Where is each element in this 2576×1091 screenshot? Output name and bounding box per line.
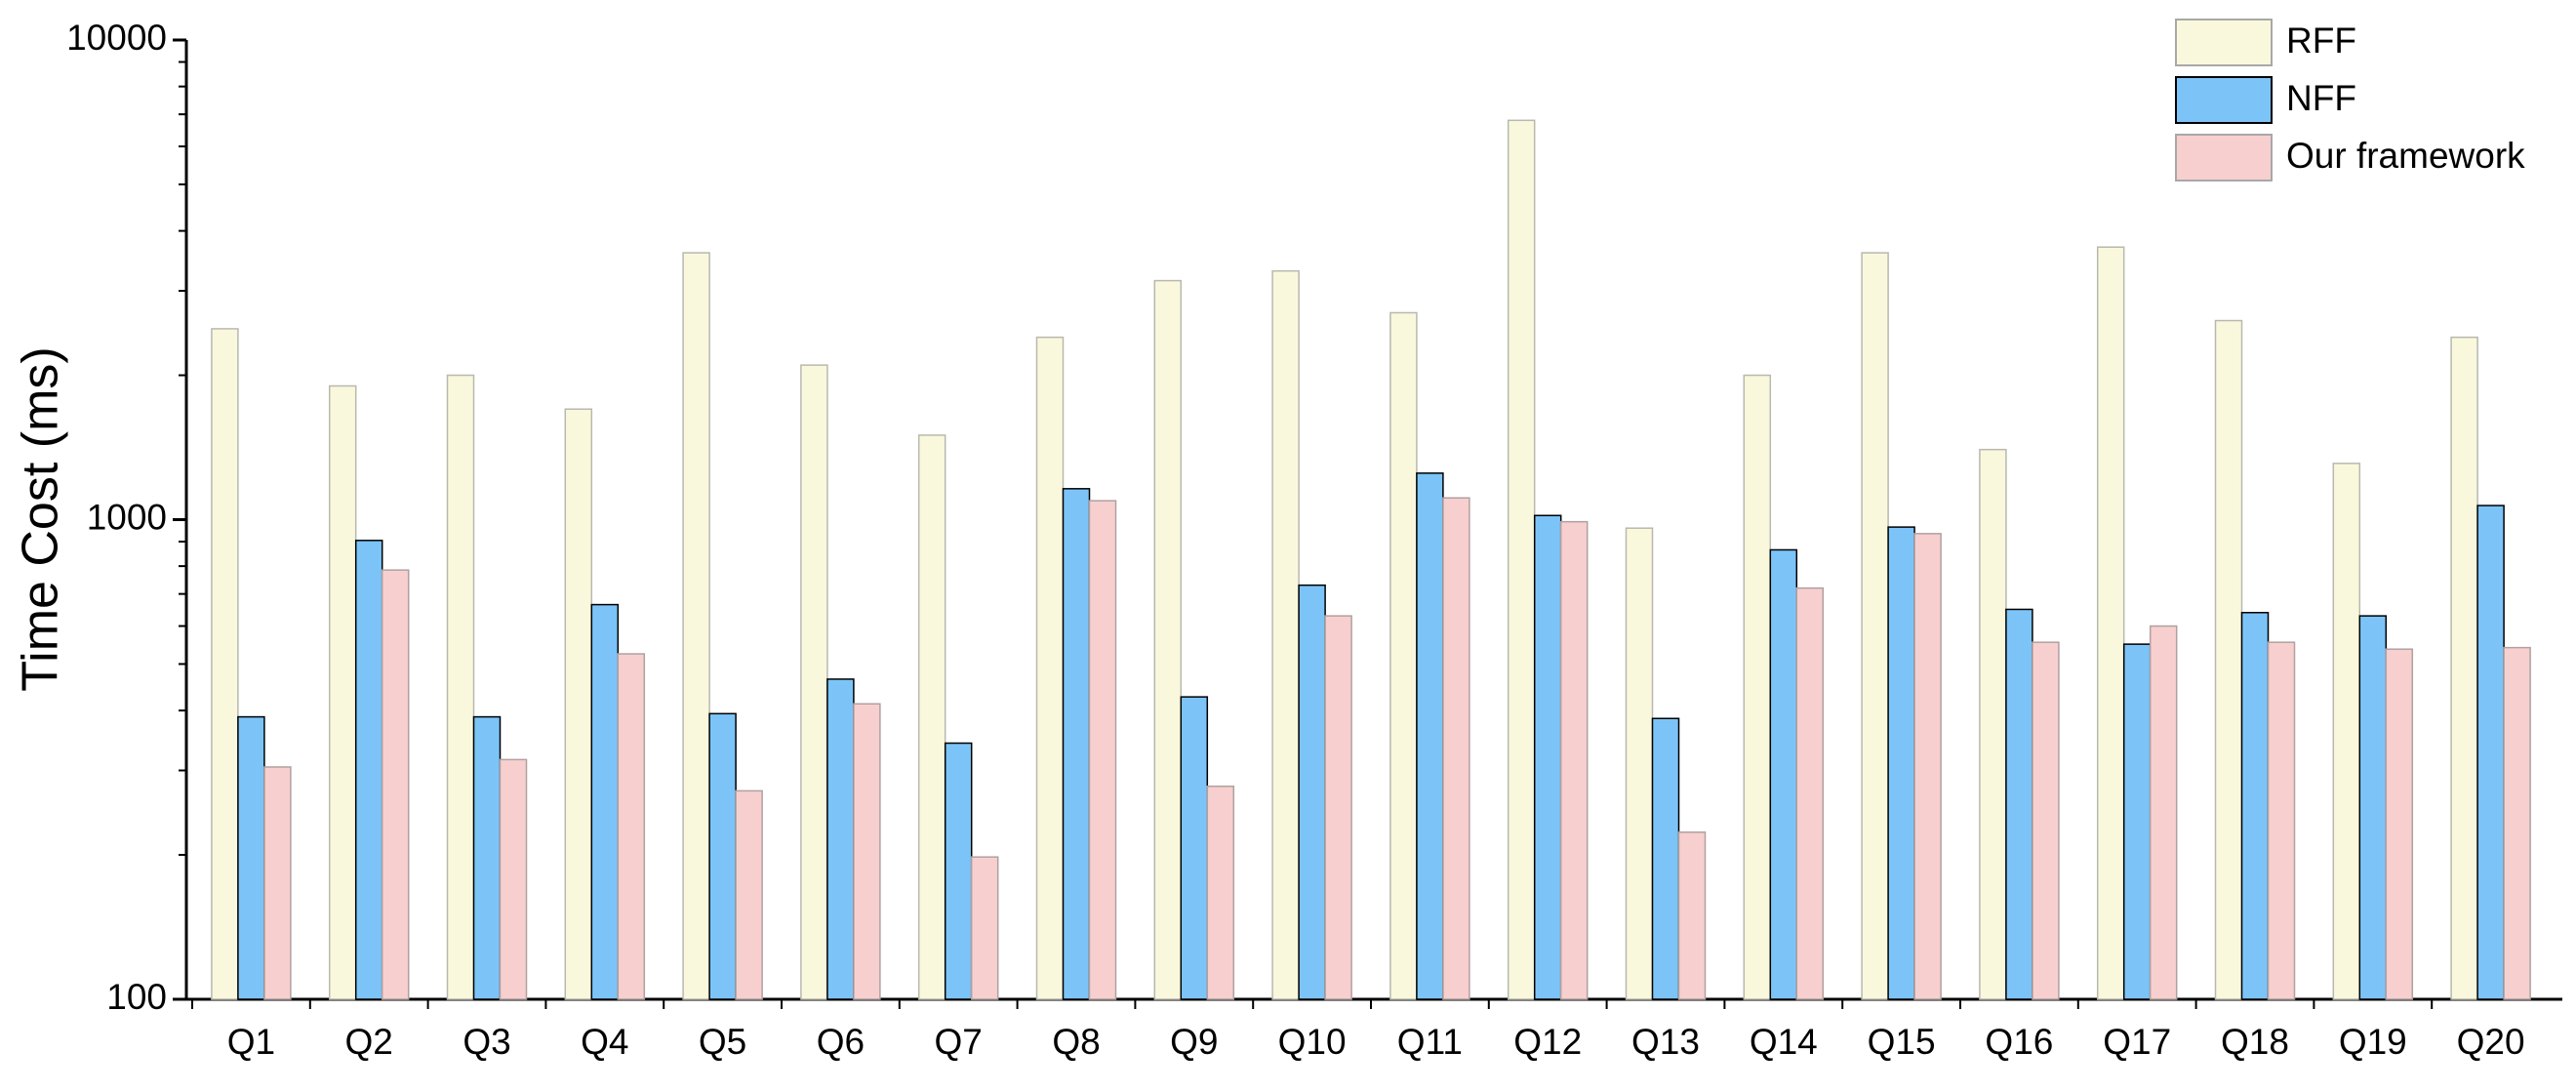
bar [970,856,999,1000]
bar [1559,520,1589,1000]
bar [263,766,292,1000]
x-tick-label: Q10 [1278,1022,1347,1062]
legend-swatch [2175,76,2273,124]
x-tick-label: Q15 [1868,1022,1936,1062]
x-tick-label: Q16 [1985,1022,2053,1062]
bar [917,434,946,1000]
bar [2450,336,2478,1000]
x-tick-label: Q8 [1052,1022,1100,1062]
bar [708,712,737,1000]
y-axis-label: Time Cost (ms) [13,346,69,691]
bar [1153,279,1183,1000]
bar [2149,625,2178,1000]
bar [944,742,973,1000]
bar [1913,533,1942,1000]
bar [1298,584,1326,1000]
bar [1979,448,2007,1000]
bar [1677,831,1707,1000]
bar [1887,526,1915,1000]
bar [1442,497,1470,1000]
x-tick-label: Q1 [227,1022,275,1062]
bar [853,703,881,1000]
x-tick-label: Q2 [345,1022,393,1062]
legend-swatch [2175,19,2273,66]
bar [800,364,828,1000]
bar [2005,608,2033,1000]
bar [237,715,265,1000]
bar [1324,615,1352,1000]
y-tick-label: 10000 [66,18,167,58]
bar [2503,646,2531,1000]
bar [499,758,528,1000]
bar [328,384,357,1000]
bar [1035,336,1065,1000]
y-tick-label: 100 [106,977,167,1017]
bar [2358,615,2388,1000]
x-tick-label: Q5 [699,1022,746,1062]
bar [1271,269,1300,1000]
bar [2476,505,2505,1000]
bar [1533,514,1562,1000]
bar [1795,586,1825,1000]
bar [2240,612,2270,1000]
bar [1769,548,1798,1000]
bar [682,252,710,1000]
x-tick-label: Q13 [1631,1022,1700,1062]
x-tick-label: Q3 [463,1022,510,1062]
x-tick-label: Q14 [1750,1022,1818,1062]
bar [1416,472,1444,1000]
bar [2267,641,2296,1000]
bar [354,540,383,1000]
bar [2332,463,2361,1000]
bar [2096,246,2125,1000]
bar [1088,500,1117,1000]
bar [1206,786,1235,1000]
legend-label: NFF [2286,78,2356,118]
x-tick-label: Q9 [1170,1022,1218,1062]
x-tick-label: Q11 [1397,1022,1463,1062]
x-tick-label: Q19 [2339,1022,2407,1062]
legend-label: RFF [2286,20,2356,61]
x-tick-label: Q12 [1513,1022,1582,1062]
y-tick-label: 1000 [87,497,167,537]
bar [2032,641,2060,1000]
bar [1062,488,1091,1000]
bar [211,328,239,1000]
x-tick-label: Q20 [2457,1022,2525,1062]
legend-label: Our framework [2286,136,2525,176]
x-tick-label: Q7 [935,1022,983,1062]
bar [446,374,475,1000]
bar [617,653,646,1000]
bar [826,678,855,1000]
bar [472,715,502,1000]
x-tick-label: Q4 [581,1022,628,1062]
x-tick-label: Q6 [817,1022,865,1062]
bar [1651,717,1680,1000]
legend-swatch [2175,134,2273,182]
x-tick-label: Q18 [2221,1022,2289,1062]
bar [2385,648,2414,1000]
bar [1743,374,1772,1000]
bar [1389,311,1418,1000]
bar [735,789,763,1000]
bar [381,569,410,1000]
bar [590,603,620,1000]
bar [1861,252,1889,1000]
bar [2122,643,2152,1000]
bar [1625,527,1654,1000]
bar [2214,319,2243,1000]
bar [1507,119,1536,1000]
x-tick-label: Q17 [2103,1022,2171,1062]
bar [564,408,593,1000]
bar [1180,696,1209,1000]
